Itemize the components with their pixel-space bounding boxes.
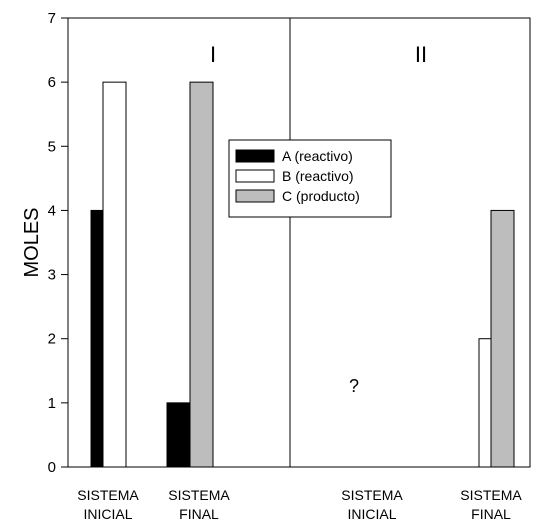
category-label-line2: INICIAL (83, 506, 132, 522)
bars (90, 81, 515, 468)
unknown-annotation: ? (349, 376, 359, 396)
y-tick-label: 3 (48, 267, 56, 284)
bar-c (189, 81, 214, 468)
panel-label: II (415, 42, 427, 67)
category-label-line2: FINAL (471, 506, 511, 522)
legend-label: B (reactivo) (282, 168, 354, 184)
legend-label: A (reactivo) (282, 148, 353, 164)
bar-c (490, 209, 515, 468)
category-label-line1: SISTEMA (77, 487, 139, 503)
y-tick-label: 5 (48, 138, 56, 155)
y-tick-label: 2 (48, 331, 56, 348)
bar-a (166, 402, 191, 468)
axes (61, 17, 531, 468)
legend-swatch (235, 189, 275, 203)
bar-b (102, 81, 127, 468)
y-tick-label: 0 (48, 459, 56, 476)
category-label-line2: INICIAL (347, 506, 396, 522)
category-label-line2: FINAL (179, 506, 219, 522)
y-tick-label: 7 (48, 10, 56, 27)
plot-frame (67, 17, 531, 468)
y-tick-label: 1 (48, 395, 56, 412)
legend-swatch (235, 169, 275, 183)
y-axis-label: MOLES (21, 207, 43, 277)
category-label-line1: SISTEMA (168, 487, 230, 503)
y-tick-label: 4 (48, 202, 56, 219)
y-tick-label: 6 (48, 74, 56, 91)
legend-swatch (235, 149, 275, 163)
category-label-line1: SISTEMA (460, 487, 522, 503)
category-label-line1: SISTEMA (341, 487, 403, 503)
bar-b (478, 338, 492, 468)
bar-a (90, 209, 104, 468)
legend-label: C (producto) (282, 188, 360, 204)
legend: A (reactivo) B (reactivo) C (producto) (228, 139, 392, 218)
panel-label: I (210, 42, 216, 67)
